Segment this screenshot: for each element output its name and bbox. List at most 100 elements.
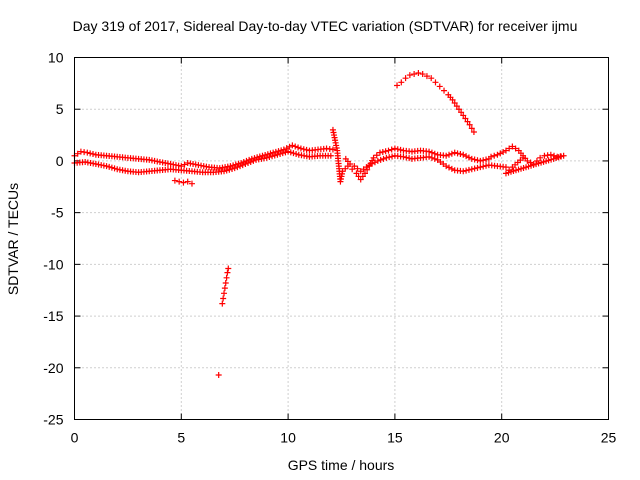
data-point bbox=[477, 164, 484, 171]
data-point bbox=[415, 70, 422, 77]
x-axis-label: GPS time / hours bbox=[288, 457, 395, 473]
data-point bbox=[436, 83, 443, 90]
data-point bbox=[90, 151, 97, 158]
data-point bbox=[266, 154, 273, 161]
data-point bbox=[468, 166, 475, 173]
data-point bbox=[451, 100, 458, 107]
data-point bbox=[509, 143, 516, 150]
x-tick-label: 15 bbox=[387, 430, 403, 446]
data-point bbox=[176, 178, 183, 185]
data-point bbox=[398, 79, 405, 86]
data-point bbox=[225, 265, 232, 272]
data-point bbox=[303, 146, 310, 153]
plot-frame bbox=[74, 57, 609, 420]
data-point bbox=[361, 170, 368, 177]
data-point bbox=[376, 149, 383, 156]
data-point bbox=[300, 146, 307, 153]
data-point bbox=[448, 165, 455, 172]
data-point bbox=[431, 150, 438, 157]
data-point bbox=[380, 155, 387, 162]
data-point bbox=[277, 150, 284, 157]
data-point bbox=[419, 71, 426, 78]
data-point bbox=[247, 158, 254, 165]
data-point bbox=[406, 155, 413, 162]
data-point bbox=[223, 274, 230, 281]
data-point bbox=[428, 154, 435, 161]
data-point bbox=[463, 167, 470, 174]
data-point bbox=[449, 96, 456, 103]
data-point bbox=[471, 156, 478, 163]
x-tick-label: 0 bbox=[71, 430, 79, 446]
series-lower-band bbox=[71, 148, 334, 176]
data-point bbox=[483, 162, 490, 169]
data-point bbox=[458, 109, 465, 116]
data-point bbox=[221, 168, 228, 175]
data-point bbox=[371, 159, 378, 166]
data-point bbox=[471, 165, 478, 172]
data-point bbox=[357, 176, 364, 183]
data-point bbox=[460, 168, 467, 175]
data-point bbox=[353, 170, 360, 177]
data-point bbox=[426, 153, 433, 160]
data-point bbox=[497, 150, 504, 157]
y-tick-label: -25 bbox=[43, 412, 63, 428]
data-point bbox=[394, 146, 401, 153]
data-point bbox=[171, 177, 178, 184]
data-point bbox=[226, 166, 233, 173]
data-point bbox=[466, 121, 473, 128]
data-point bbox=[297, 145, 304, 152]
data-point bbox=[537, 154, 544, 161]
data-point bbox=[465, 154, 472, 161]
data-point bbox=[224, 269, 231, 276]
data-point bbox=[283, 145, 290, 152]
data-point bbox=[468, 125, 475, 132]
data-point bbox=[74, 150, 81, 157]
data-point bbox=[470, 128, 477, 135]
data-point bbox=[477, 157, 484, 164]
data-point bbox=[397, 146, 404, 153]
series-right-segment bbox=[488, 143, 567, 177]
data-point bbox=[431, 155, 438, 162]
data-point bbox=[293, 150, 300, 157]
data-point bbox=[506, 145, 513, 152]
series-outliers bbox=[171, 177, 232, 379]
data-point bbox=[349, 166, 356, 173]
data-point bbox=[462, 115, 469, 122]
data-point bbox=[406, 72, 413, 79]
data-point bbox=[219, 300, 226, 307]
data-point bbox=[279, 150, 286, 157]
data-point bbox=[474, 157, 481, 164]
data-point bbox=[234, 164, 241, 171]
data-point bbox=[290, 150, 297, 157]
data-point bbox=[491, 152, 498, 159]
data-point bbox=[295, 144, 302, 151]
data-point bbox=[111, 165, 118, 172]
data-point bbox=[383, 154, 390, 161]
data-point bbox=[184, 178, 191, 185]
data-point bbox=[468, 155, 475, 162]
data-point bbox=[379, 148, 386, 155]
data-point bbox=[502, 164, 509, 171]
data-point bbox=[229, 165, 236, 172]
data-point bbox=[377, 156, 384, 163]
data-point bbox=[274, 151, 281, 158]
data-point bbox=[242, 161, 249, 168]
y-tick-label: -5 bbox=[51, 205, 64, 221]
data-point bbox=[428, 149, 435, 156]
data-point bbox=[373, 152, 380, 159]
y-axis-label: SDTVAR / TECUs bbox=[5, 183, 21, 295]
data-point bbox=[245, 159, 252, 166]
data-point bbox=[287, 149, 294, 156]
data-point bbox=[446, 164, 453, 171]
data-point bbox=[457, 151, 464, 158]
data-points bbox=[71, 70, 567, 379]
data-point bbox=[282, 149, 289, 156]
data-point bbox=[106, 163, 113, 170]
data-point bbox=[411, 71, 418, 78]
data-point bbox=[271, 152, 278, 159]
data-point bbox=[103, 163, 110, 170]
data-point bbox=[374, 157, 381, 164]
y-tick-label: -15 bbox=[43, 308, 63, 324]
data-point bbox=[502, 147, 509, 154]
y-tick-label: 5 bbox=[56, 101, 64, 117]
